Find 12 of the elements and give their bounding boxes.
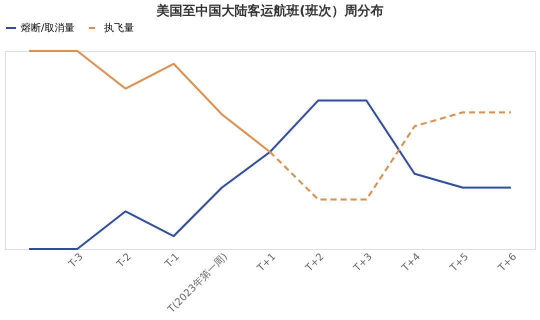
legend-label: 执飞量 <box>104 22 134 34</box>
x-tick-label: T+2 <box>303 252 326 275</box>
x-tick-label: T+1 <box>255 252 278 275</box>
x-tick-label: T-3 <box>66 252 86 271</box>
x-tick-label: T+6 <box>496 252 520 275</box>
x-tick-label: T+3 <box>351 252 375 275</box>
x-tick-label: T+5 <box>448 252 472 275</box>
x-tick-label: T-2 <box>114 252 134 271</box>
legend-label: 熔断/取消量 <box>21 22 74 34</box>
x-tick-label: T-1 <box>162 252 182 271</box>
x-tick-label: T+4 <box>400 252 423 275</box>
chart-title: 美国至中国大陆客运航班(班次）周分布 <box>156 3 384 19</box>
